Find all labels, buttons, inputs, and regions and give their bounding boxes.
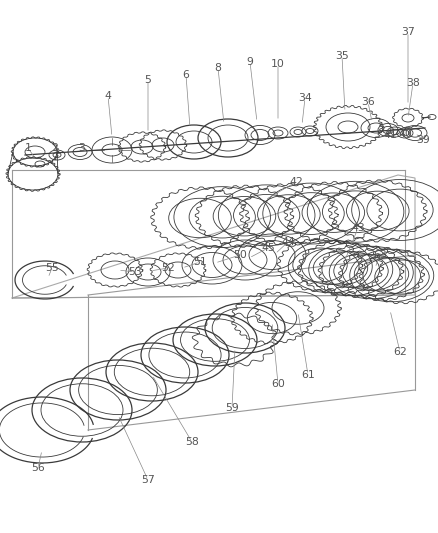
Text: 42: 42: [289, 177, 303, 187]
Text: 60: 60: [271, 379, 285, 389]
Text: 53: 53: [128, 267, 142, 277]
Text: 8: 8: [215, 63, 222, 73]
Text: 6: 6: [183, 70, 190, 80]
Text: 56: 56: [31, 463, 45, 473]
Text: 52: 52: [161, 263, 175, 273]
Text: 62: 62: [393, 347, 407, 357]
Text: 4: 4: [105, 91, 111, 101]
Text: 50: 50: [233, 250, 247, 260]
Text: 58: 58: [185, 437, 199, 447]
Text: 43: 43: [351, 223, 365, 233]
Text: 61: 61: [301, 370, 315, 380]
Text: 35: 35: [335, 51, 349, 61]
Text: 57: 57: [141, 475, 155, 485]
Text: 44: 44: [281, 237, 295, 247]
Text: 5: 5: [145, 75, 152, 85]
Text: 10: 10: [271, 59, 285, 69]
Text: 38: 38: [406, 78, 420, 88]
Text: 34: 34: [298, 93, 312, 103]
Text: 41: 41: [383, 130, 397, 140]
Text: 39: 39: [416, 135, 430, 145]
Text: 55: 55: [45, 263, 59, 273]
Text: 59: 59: [225, 403, 239, 413]
Text: 36: 36: [361, 97, 375, 107]
Text: 9: 9: [247, 57, 254, 67]
Text: 51: 51: [193, 257, 207, 267]
Text: 3: 3: [78, 143, 85, 153]
Text: 2: 2: [52, 143, 58, 153]
Text: 37: 37: [401, 27, 415, 37]
Text: 45: 45: [261, 243, 275, 253]
Text: 63: 63: [373, 250, 387, 260]
Text: 40: 40: [398, 129, 412, 139]
Text: 1: 1: [25, 143, 32, 153]
